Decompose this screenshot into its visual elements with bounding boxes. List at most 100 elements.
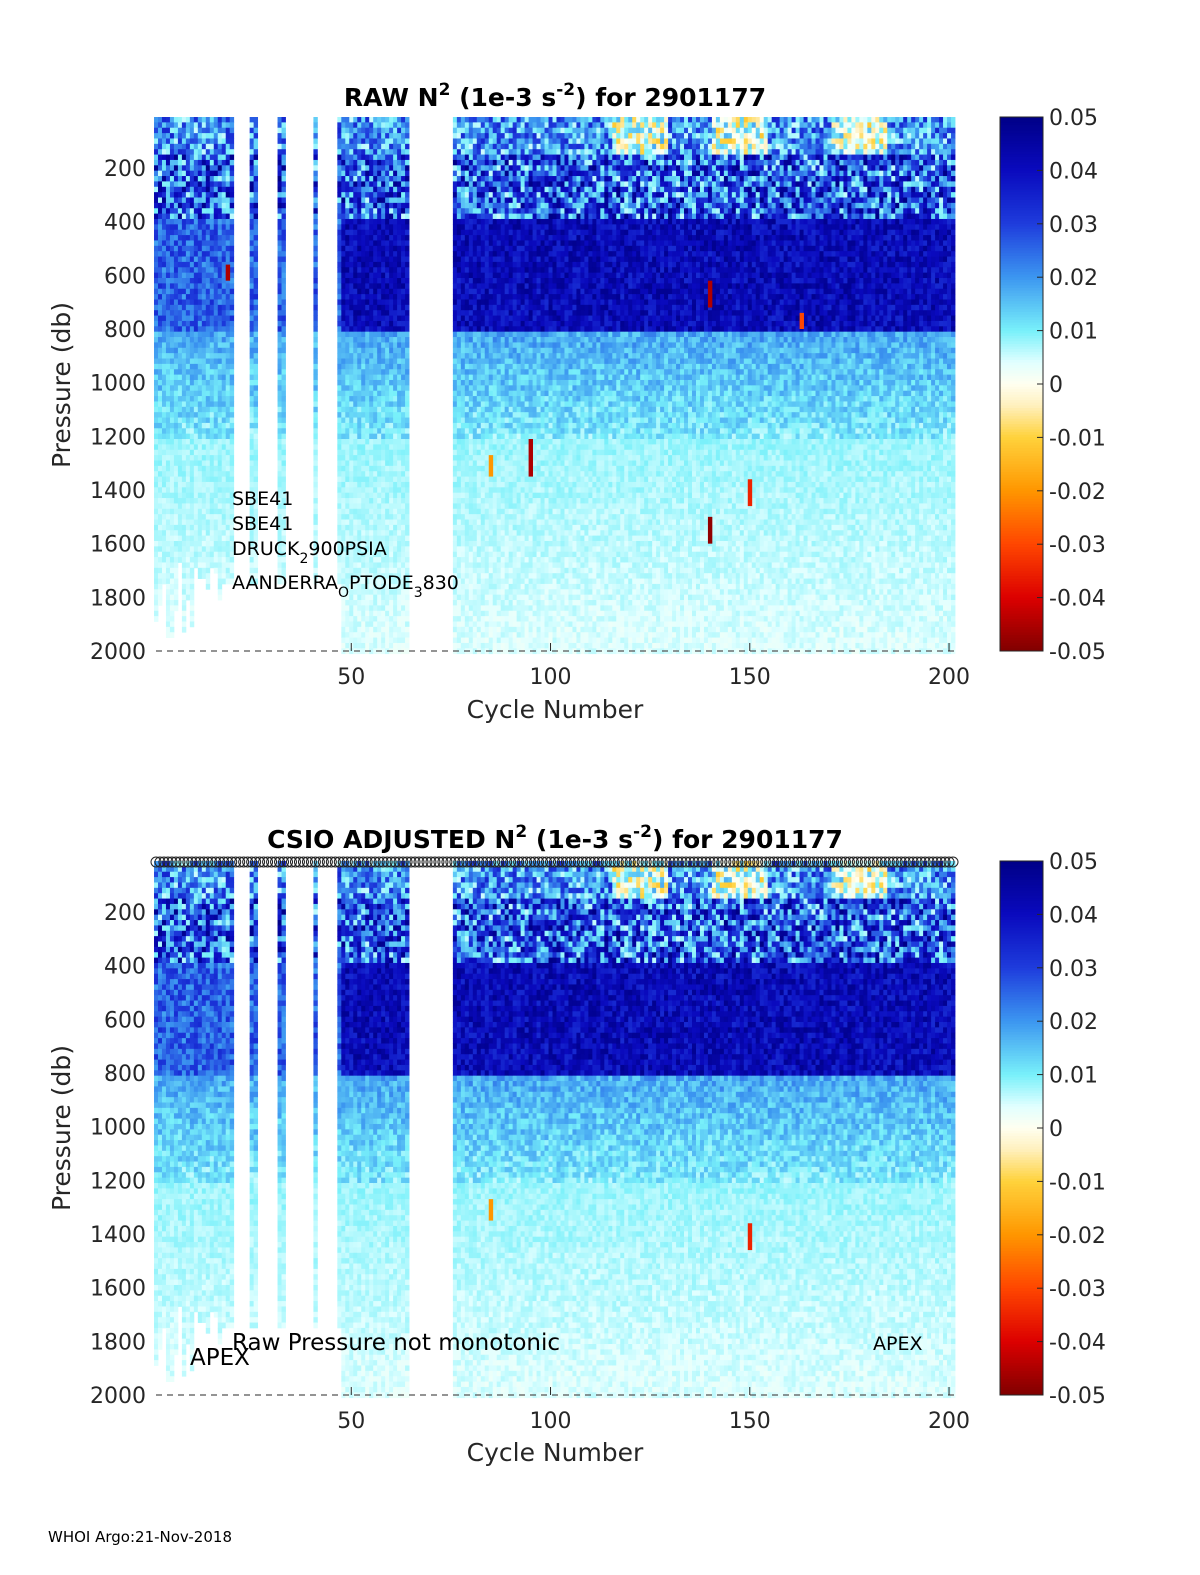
- heatmap-cell: [158, 412, 162, 418]
- heatmap-cell: [353, 627, 357, 633]
- heatmap-cell: [453, 498, 457, 504]
- heatmap-cell: [313, 181, 317, 187]
- heatmap-cell: [349, 423, 353, 429]
- heatmap-cell: [349, 509, 353, 515]
- heatmap-cell: [377, 439, 381, 445]
- heatmap-cell: [345, 482, 349, 488]
- heatmap-cell: [186, 203, 190, 209]
- heatmap-cell: [250, 262, 254, 268]
- heatmap-cell: [461, 299, 465, 305]
- heatmap-cell: [357, 198, 361, 204]
- heatmap-cell: [401, 466, 405, 472]
- heatmap-cell: [313, 316, 317, 322]
- heatmap-cell: [353, 439, 357, 445]
- heatmap-cell: [186, 208, 190, 214]
- heatmap-cell: [178, 401, 182, 407]
- heatmap-cell: [206, 224, 210, 230]
- heatmap-cell: [158, 128, 162, 134]
- heatmap-cell: [206, 385, 210, 391]
- heatmap-cell: [313, 160, 317, 166]
- heatmap-cell: [341, 176, 345, 182]
- heatmap-cell: [282, 257, 286, 263]
- heatmap-cell: [214, 353, 218, 359]
- heatmap-cell: [162, 321, 166, 327]
- heatmap-cell: [282, 482, 286, 488]
- heatmap-cell: [385, 412, 389, 418]
- heatmap-cell: [457, 423, 461, 429]
- heatmap-cell: [190, 562, 194, 568]
- heatmap-cell: [473, 257, 477, 263]
- heatmap-cell: [254, 385, 258, 391]
- heatmap-cell: [477, 638, 481, 644]
- heatmap-cell: [481, 176, 485, 182]
- heatmap-cell: [393, 487, 397, 493]
- heatmap-cell: [198, 326, 202, 332]
- heatmap-cell: [397, 224, 401, 230]
- heatmap-cell: [278, 273, 282, 279]
- heatmap-cell: [481, 122, 485, 128]
- heatmap-cell: [166, 122, 170, 128]
- heatmap-cell: [154, 203, 158, 209]
- heatmap-cell: [313, 503, 317, 509]
- heatmap-cell: [254, 401, 258, 407]
- heatmap-cell: [377, 224, 381, 230]
- heatmap-cell: [457, 208, 461, 214]
- heatmap-cell: [369, 369, 373, 375]
- heatmap-cell: [381, 466, 385, 472]
- heatmap-cell: [254, 380, 258, 386]
- heatmap-cell: [190, 605, 194, 611]
- heatmap-cell: [170, 418, 174, 424]
- heatmap-cell: [393, 546, 397, 552]
- heatmap-cell: [465, 359, 469, 365]
- heatmap-cell: [481, 541, 485, 547]
- heatmap-cell: [465, 444, 469, 450]
- heatmap-cell: [373, 455, 377, 461]
- heatmap-cell: [485, 546, 489, 552]
- heatmap-cell: [174, 144, 178, 150]
- heatmap-cell: [365, 117, 369, 123]
- heatmap-cell: [337, 364, 341, 370]
- heatmap-cell: [166, 471, 170, 477]
- heatmap-cell: [194, 246, 198, 252]
- heatmap-cell: [397, 530, 401, 536]
- heatmap-cell: [481, 552, 485, 558]
- heatmap-cell: [469, 605, 473, 611]
- heatmap-cell: [377, 611, 381, 617]
- heatmap-cell: [381, 289, 385, 295]
- heatmap-cell: [282, 332, 286, 338]
- heatmap-cell: [222, 192, 226, 198]
- heatmap-cell: [198, 385, 202, 391]
- heatmap-cell: [373, 128, 377, 134]
- heatmap-cell: [365, 289, 369, 295]
- heatmap-cell: [158, 192, 162, 198]
- heatmap-cell: [481, 573, 485, 579]
- heatmap-cell: [341, 171, 345, 177]
- heatmap-cell: [186, 450, 190, 456]
- heatmap-cell: [166, 192, 170, 198]
- heatmap-cell: [190, 326, 194, 332]
- heatmap-cell: [461, 310, 465, 316]
- heatmap-cell: [481, 546, 485, 552]
- heatmap-cell: [166, 477, 170, 483]
- heatmap-cell: [190, 520, 194, 526]
- heatmap-cell: [457, 155, 461, 161]
- heatmap-cell: [202, 342, 206, 348]
- heatmap-cell: [357, 595, 361, 601]
- heatmap-cell: [349, 562, 353, 568]
- heatmap-cell: [154, 224, 158, 230]
- heatmap-cell: [405, 251, 409, 257]
- heatmap-cell: [222, 477, 226, 483]
- heatmap-cell: [389, 632, 393, 638]
- heatmap-cell: [369, 509, 373, 515]
- heatmap-cell: [357, 616, 361, 622]
- heatmap-cell: [361, 283, 365, 289]
- heatmap-cell: [186, 589, 190, 595]
- heatmap-cell: [210, 181, 214, 187]
- heatmap-cell: [154, 450, 158, 456]
- heatmap-cell: [282, 283, 286, 289]
- heatmap-cell: [222, 278, 226, 284]
- heatmap-cell: [377, 128, 381, 134]
- heatmap-cell: [377, 149, 381, 155]
- heatmap-cell: [365, 262, 369, 268]
- heatmap-cell: [170, 181, 174, 187]
